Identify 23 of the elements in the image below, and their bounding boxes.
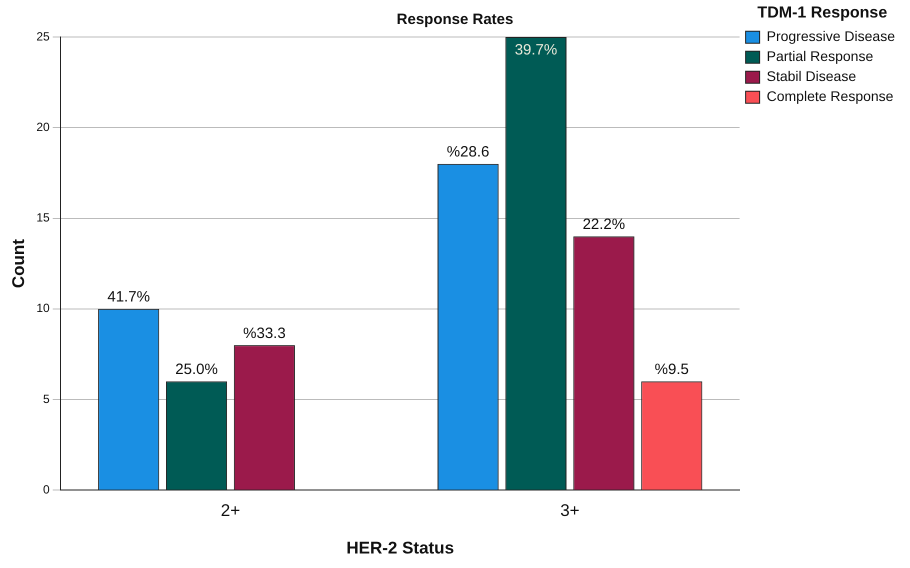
annotation: 22.2%: [582, 216, 626, 234]
y-tick-label: 15: [36, 210, 50, 225]
legend-label: Complete Response: [766, 88, 894, 104]
annotation: %33.3: [243, 324, 286, 342]
y-axis-title: Count: [8, 238, 28, 288]
legend-title: TDM-1 Response: [757, 4, 888, 22]
x-axis-title: HER-2 Status: [346, 538, 454, 558]
x-tick-label: 3+: [560, 501, 580, 520]
y-tick-label: 20: [36, 120, 50, 134]
annotation: 25.0%: [175, 361, 218, 378]
annotation: 41.7%: [107, 288, 150, 306]
y-tick-label: 5: [43, 392, 50, 406]
annotation: %28.6: [446, 144, 490, 161]
legend-label: Partial Response: [766, 48, 874, 64]
legend-label: Progressive Disease: [766, 28, 896, 44]
legend-label: Stabil Disease: [766, 68, 856, 84]
x-tick-label: 2+: [220, 501, 240, 520]
annotation: %9.5: [654, 361, 689, 378]
chart-title: Response Rates: [396, 11, 514, 28]
y-tick-label: 10: [36, 301, 50, 316]
y-tick-label: 25: [36, 29, 50, 44]
annotation: 39.7%: [514, 42, 558, 59]
y-tick-label: 0: [43, 482, 50, 497]
